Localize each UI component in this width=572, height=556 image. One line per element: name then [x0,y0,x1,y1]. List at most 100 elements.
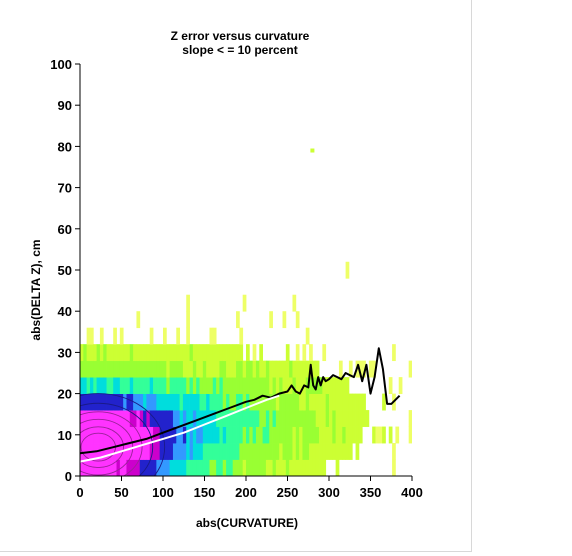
density-cell [362,393,366,411]
density-cell [182,344,187,362]
density-cell [136,311,141,329]
density-cell [126,360,131,378]
density-cell [192,410,197,427]
density-cell [83,459,88,476]
density-cell [239,327,244,345]
density-cell [305,443,310,460]
density-cell [89,344,94,362]
density-cell [329,443,333,460]
density-cell [242,459,247,476]
density-cell [312,426,317,444]
density-cell [186,311,190,329]
density-cell [219,426,224,444]
density-cell [176,377,180,394]
density-cell [252,426,257,444]
density-cell [166,410,171,427]
density-cell [83,426,88,444]
density-cell [106,426,111,444]
density-cell [153,377,157,394]
density-cell [342,426,346,444]
density-cell [206,344,210,362]
density-cell [83,443,88,460]
density-cell [103,360,107,378]
density-cell [80,410,84,427]
density-cell [408,410,412,427]
density-cell [239,459,244,476]
density-cell [156,459,161,476]
density-cell [222,377,227,394]
density-cell [242,443,247,460]
density-cell [335,393,340,411]
series-line [79,394,280,463]
density-cell [226,344,230,362]
density-cell [212,410,217,427]
density-cell [352,410,356,427]
density-cell [116,344,121,362]
density-cell [216,360,220,378]
series-line [79,347,401,455]
density-cell [265,410,270,427]
density-cell [305,410,310,427]
density-cell [212,459,217,476]
density-cell [335,443,340,460]
density-cell [119,377,124,394]
density-cell [103,393,107,411]
density-cell [113,360,117,378]
density-cell [156,344,161,362]
density-cell [216,443,220,460]
density-cell [169,426,174,444]
density-cell [206,410,210,427]
density-cell [239,344,244,362]
density-cell [93,344,97,362]
density-cell [259,360,263,378]
density-cell [103,344,107,362]
density-cell [262,459,267,476]
density-cell [289,426,293,444]
density-cell [362,360,366,378]
density-cell [335,377,340,394]
y-tick-label: 10 [58,428,72,443]
density-cell [159,360,164,378]
density-cell [89,327,94,345]
density-cell [229,360,234,378]
density-cell [226,443,230,460]
density-cell [202,360,207,378]
y-tick-label: 100 [50,57,72,72]
density-cell [329,377,333,394]
density-cell [119,344,124,362]
density-cell [192,393,197,411]
density-cell [96,360,101,378]
density-cell [192,377,197,394]
density-cell [342,377,346,394]
density-cell [86,410,91,427]
density-cell [295,426,300,444]
density-cell [83,377,88,394]
density-cell [285,410,290,427]
density-cell [342,410,346,427]
density-cell [285,393,290,411]
density-cell [186,327,190,345]
density-cell [156,393,161,411]
density-cell [189,459,194,476]
density-cell [146,377,151,394]
density-cell [319,426,323,444]
density-cell [172,410,177,427]
density-cell [345,261,350,279]
density-cell [252,393,257,411]
density-cell [113,327,117,345]
density-cell [226,360,230,378]
density-cell [292,426,297,444]
density-cell [269,393,273,411]
density-cell [315,426,320,444]
density-cell [109,344,114,362]
density-cell [209,344,214,362]
density-cell [149,393,154,411]
density-cell [302,360,307,378]
density-cell [265,443,270,460]
density-cell [246,344,250,362]
density-cell [156,443,161,460]
density-cell [129,443,134,460]
density-cell [252,443,257,460]
density-cell [206,426,210,444]
density-cell [106,344,111,362]
